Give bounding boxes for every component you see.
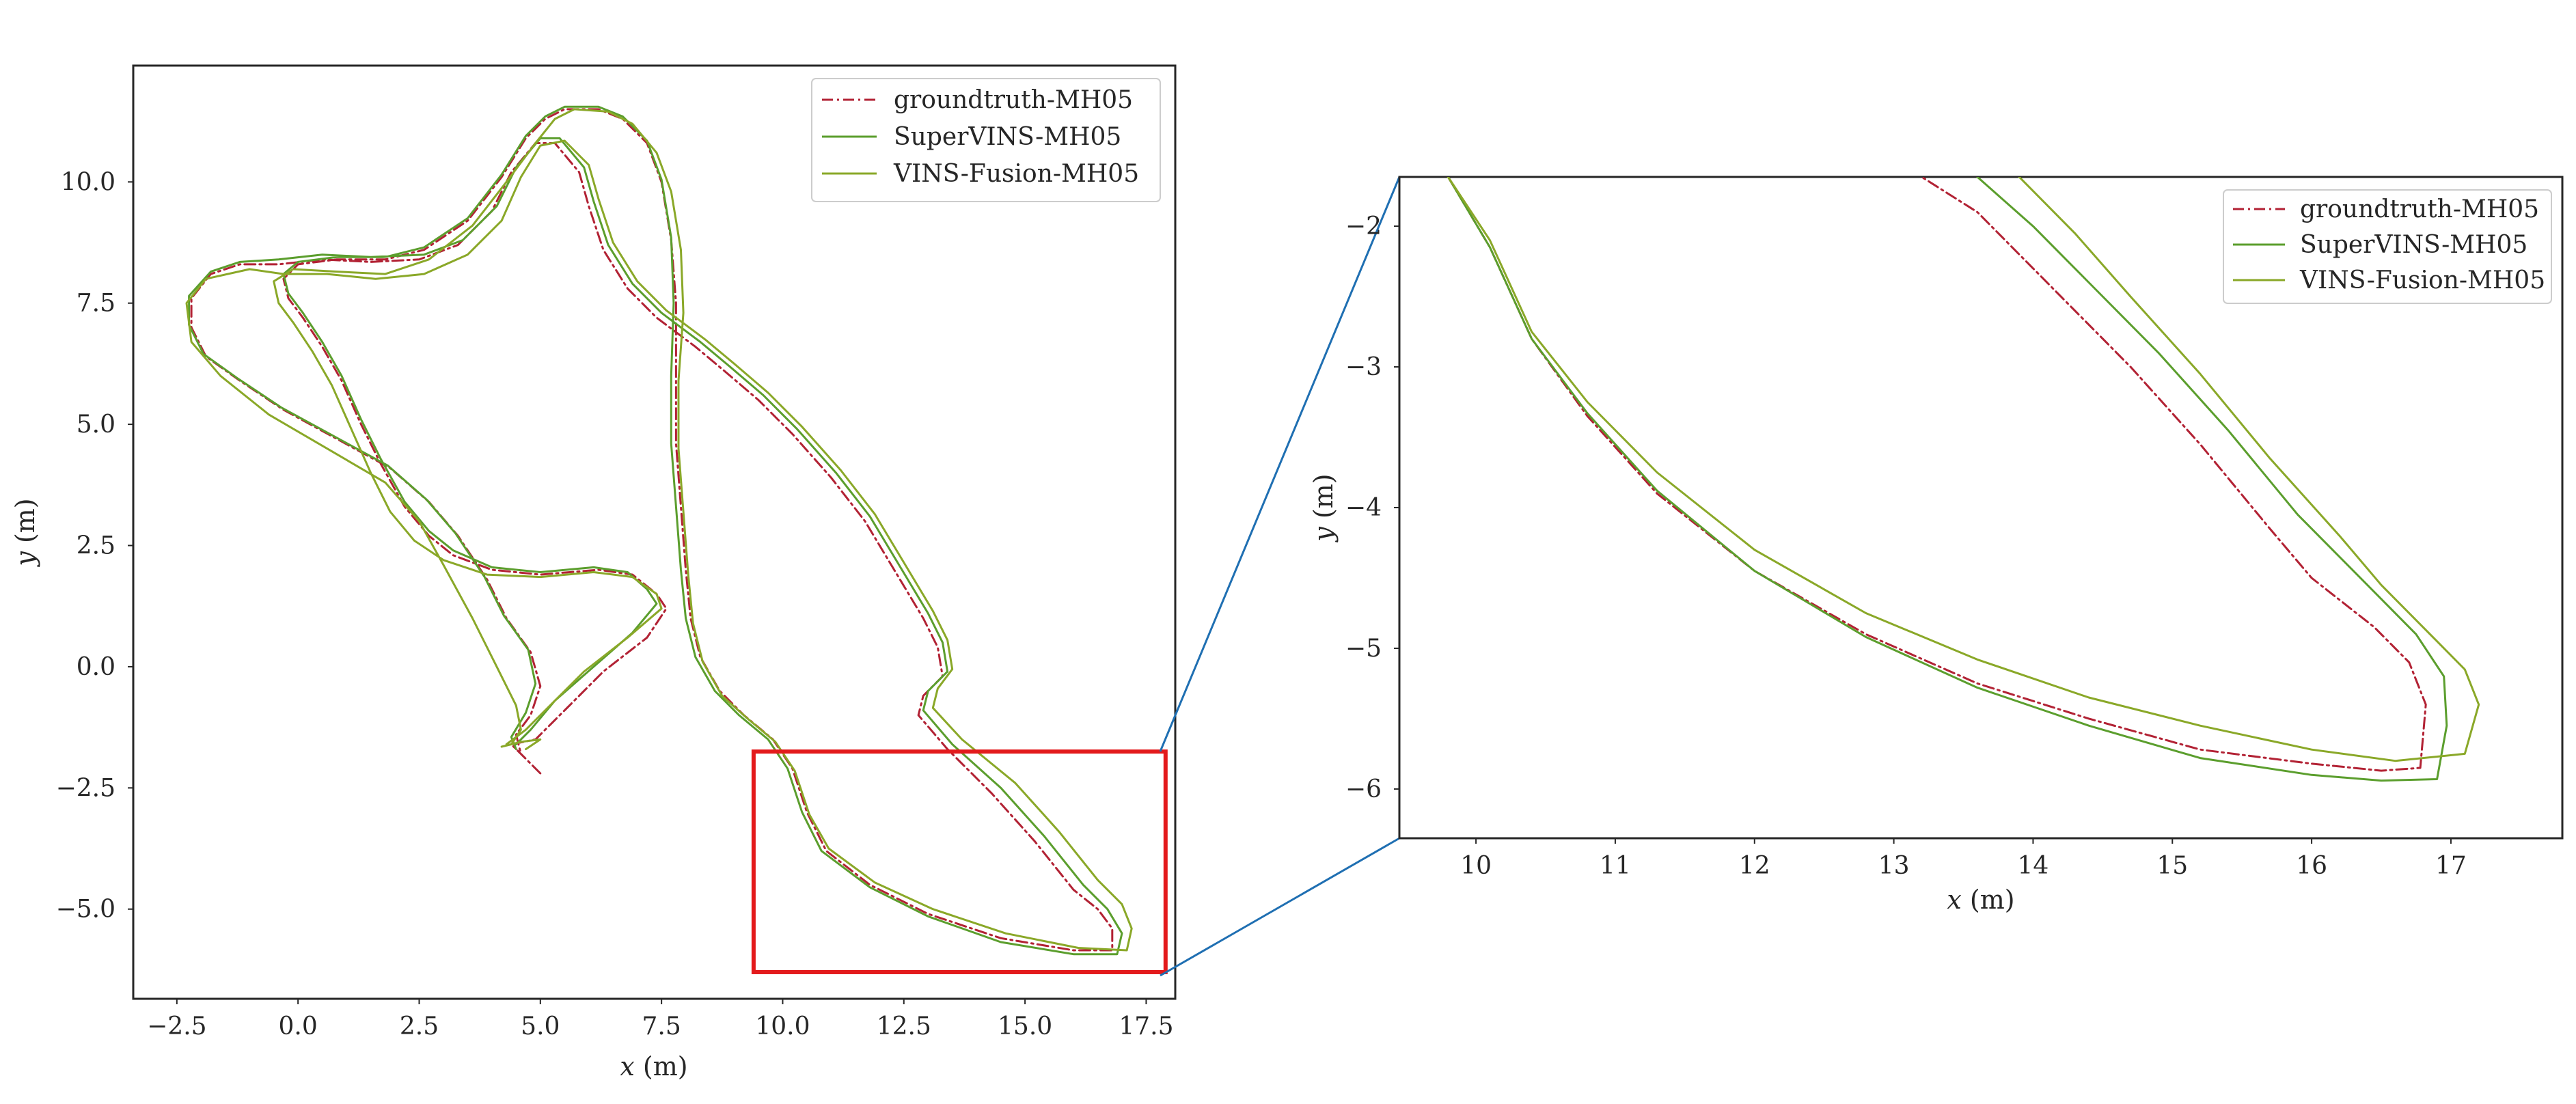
main-x-tick-label: 5.0 [521, 1012, 560, 1040]
zoom-x-tick-label: 15 [2156, 852, 2188, 880]
main-x-tick-label: 7.5 [642, 1012, 681, 1040]
zoom-x-tick-label: 12 [1739, 852, 1770, 880]
main-y-tick-label: 0.0 [77, 653, 115, 681]
zoom-series-line-groundtruth-mh05 [1447, 177, 2427, 772]
zoom-x-tick-label: 17 [2435, 852, 2467, 880]
main-series-line-vins-fusion-mh05 [185, 108, 1133, 952]
main-series-line-supervins-mh05 [188, 105, 1123, 956]
main-x-tick-label: 10.0 [755, 1012, 810, 1040]
zoom-x-tick-label: 14 [2018, 852, 2049, 880]
zoom-legend-label-supervins: SuperVINS-MH05 [2300, 231, 2527, 259]
zoom-connector-bottom [1160, 837, 1400, 977]
main-legend-label-vinsfusion: VINS-Fusion-MH05 [893, 160, 1139, 188]
main-y-tick-label: 2.5 [77, 532, 115, 560]
main-legend-box [811, 78, 1161, 202]
main-plot-frame [132, 64, 1177, 1000]
main-x-axis-label: x (m) [620, 1051, 687, 1081]
main-x-tick-label: −2.5 [147, 1012, 206, 1040]
zoom-connector-top [1159, 176, 1401, 752]
zoom-legend-box [2223, 189, 2552, 304]
zoom-y-tick-label: −6 [1345, 775, 1382, 803]
zoom-x-tick-label: 11 [1600, 852, 1631, 880]
main-legend-label-groundtruth: groundtruth-MH05 [894, 86, 1133, 114]
zoom-legend-label-vinsfusion: VINS-Fusion-MH05 [2299, 266, 2545, 294]
zoom-series-line-supervins-mh05 [1447, 177, 2448, 782]
zoom-y-axis-label: y (m) [1308, 473, 1339, 542]
main-y-tick-label: 5.0 [77, 411, 115, 439]
main-legend-label-supervins: SuperVINS-MH05 [894, 123, 1121, 151]
main-x-tick-label: 15.0 [998, 1012, 1052, 1040]
main-x-tick-label: 2.5 [400, 1012, 439, 1040]
zoom-legend: groundtruth-MH05 SuperVINS-MH05 VINS-Fus… [2223, 189, 2552, 304]
main-x-tick-label: 12.5 [877, 1012, 931, 1040]
main-legend: groundtruth-MH05 SuperVINS-MH05 VINS-Fus… [811, 78, 1161, 202]
zoom-series-line-vins-fusion-mh05 [1447, 177, 2480, 762]
zoom-x-tick-label: 10 [1460, 852, 1492, 880]
main-series-line-groundtruth-mh05 [190, 108, 1114, 952]
zoom-legend-label-groundtruth: groundtruth-MH05 [2300, 195, 2539, 223]
main-y-tick-label: −5.0 [56, 896, 115, 924]
zoom-region-box [751, 749, 1168, 974]
zoom-x-axis-label: x (m) [1947, 885, 2014, 915]
zoom-y-tick-label: −2 [1345, 212, 1382, 240]
main-y-ticks: −5.0 −2.5 0.0 2.5 5.0 7.5 10.0 [56, 168, 133, 924]
main-x-tick-label: 0.0 [279, 1012, 318, 1040]
zoom-region-rect [751, 749, 1168, 974]
zoom-y-tick-label: −3 [1345, 353, 1382, 381]
zoom-series-group [1447, 177, 2480, 782]
main-plot: −2.5 0.0 2.5 5.0 7.5 10.0 12.5 15.0 17.5 −5.0 −2.… [10, 64, 1177, 1081]
zoom-y-ticks: −6 −5 −4 −3 −2 [1345, 212, 1399, 803]
zoom-y-tick-label: −4 [1345, 494, 1382, 522]
zoom-plot: 10 11 12 13 14 15 16 17 −6−5−4−3−2 x (m) y (m) … [1308, 176, 2564, 915]
main-series-group [185, 105, 1133, 956]
main-x-tick-label: 17.5 [1119, 1012, 1173, 1040]
main-x-ticks: −2.5 0.0 2.5 5.0 7.5 10.0 12.5 15.0 17.5 [147, 999, 1174, 1040]
main-y-tick-label: −2.5 [56, 774, 115, 802]
zoom-x-ticks: 10 11 12 13 14 15 16 17 [1460, 838, 2467, 880]
main-y-axis-label: y (m) [10, 498, 40, 567]
zoom-x-tick-label: 16 [2296, 852, 2327, 880]
zoom-x-tick-label: 13 [1878, 852, 1910, 880]
zoom-y-tick-label: −5 [1345, 635, 1382, 663]
main-y-tick-label: 7.5 [77, 290, 115, 318]
main-y-tick-label: 10.0 [61, 168, 115, 196]
